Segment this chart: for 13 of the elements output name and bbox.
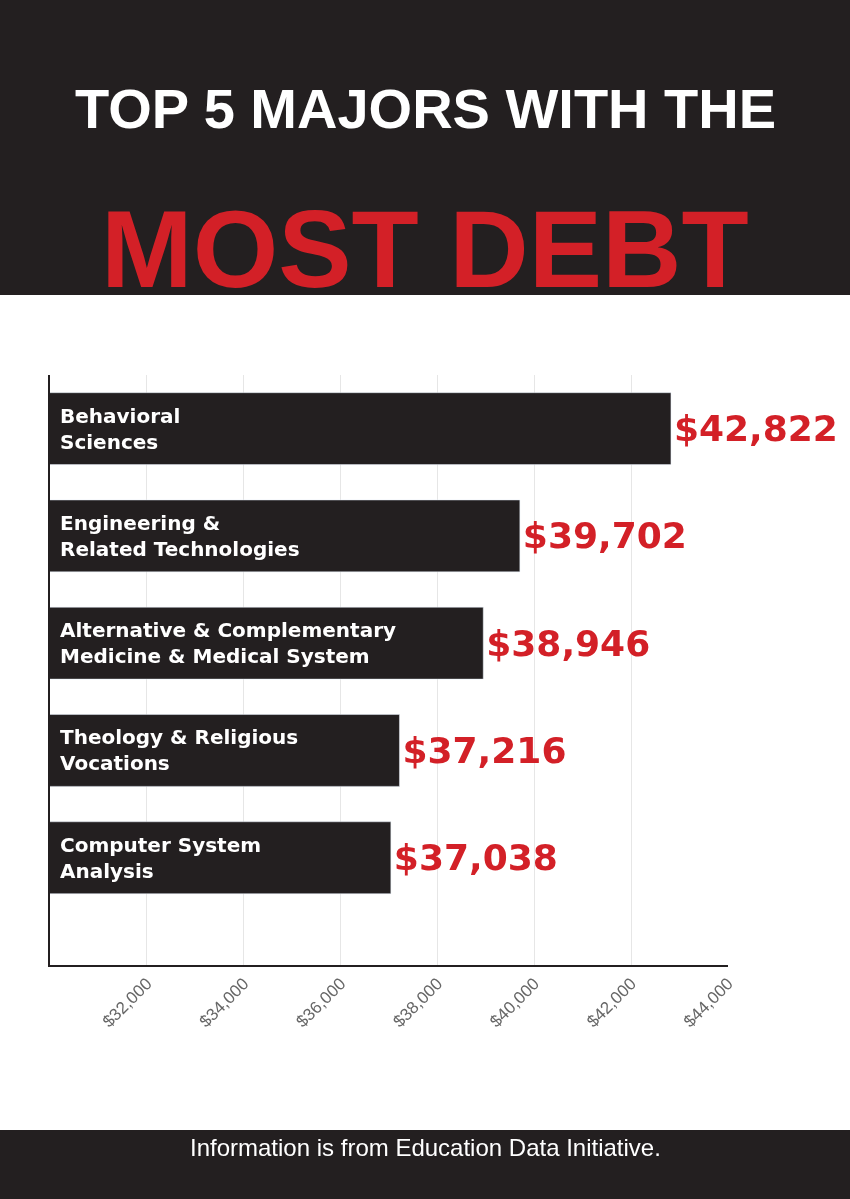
- y-tick-label: Alternative & Complementary Medicine & Medical System: [60, 618, 397, 668]
- y-tick-label: Theology & Religious Vocations: [60, 725, 299, 775]
- data-label: $37,038: [393, 837, 558, 879]
- y-tick-label: Engineering & Related Technologies: [60, 511, 300, 561]
- chart-subtitle: MOST DEBT: [101, 187, 749, 310]
- data-label: $37,216: [402, 729, 567, 771]
- data-label: $42,822: [673, 408, 838, 450]
- data-label: $39,702: [522, 515, 687, 557]
- data-label: $38,946: [486, 622, 651, 664]
- chart-title: TOP 5 MAJORS WITH THE: [75, 77, 777, 140]
- y-tick-label: Behavioral Sciences: [60, 404, 181, 454]
- y-tick-label: Computer System Analysis: [60, 833, 262, 883]
- text: Information is from Education Data Initiative.: [190, 1134, 661, 1161]
